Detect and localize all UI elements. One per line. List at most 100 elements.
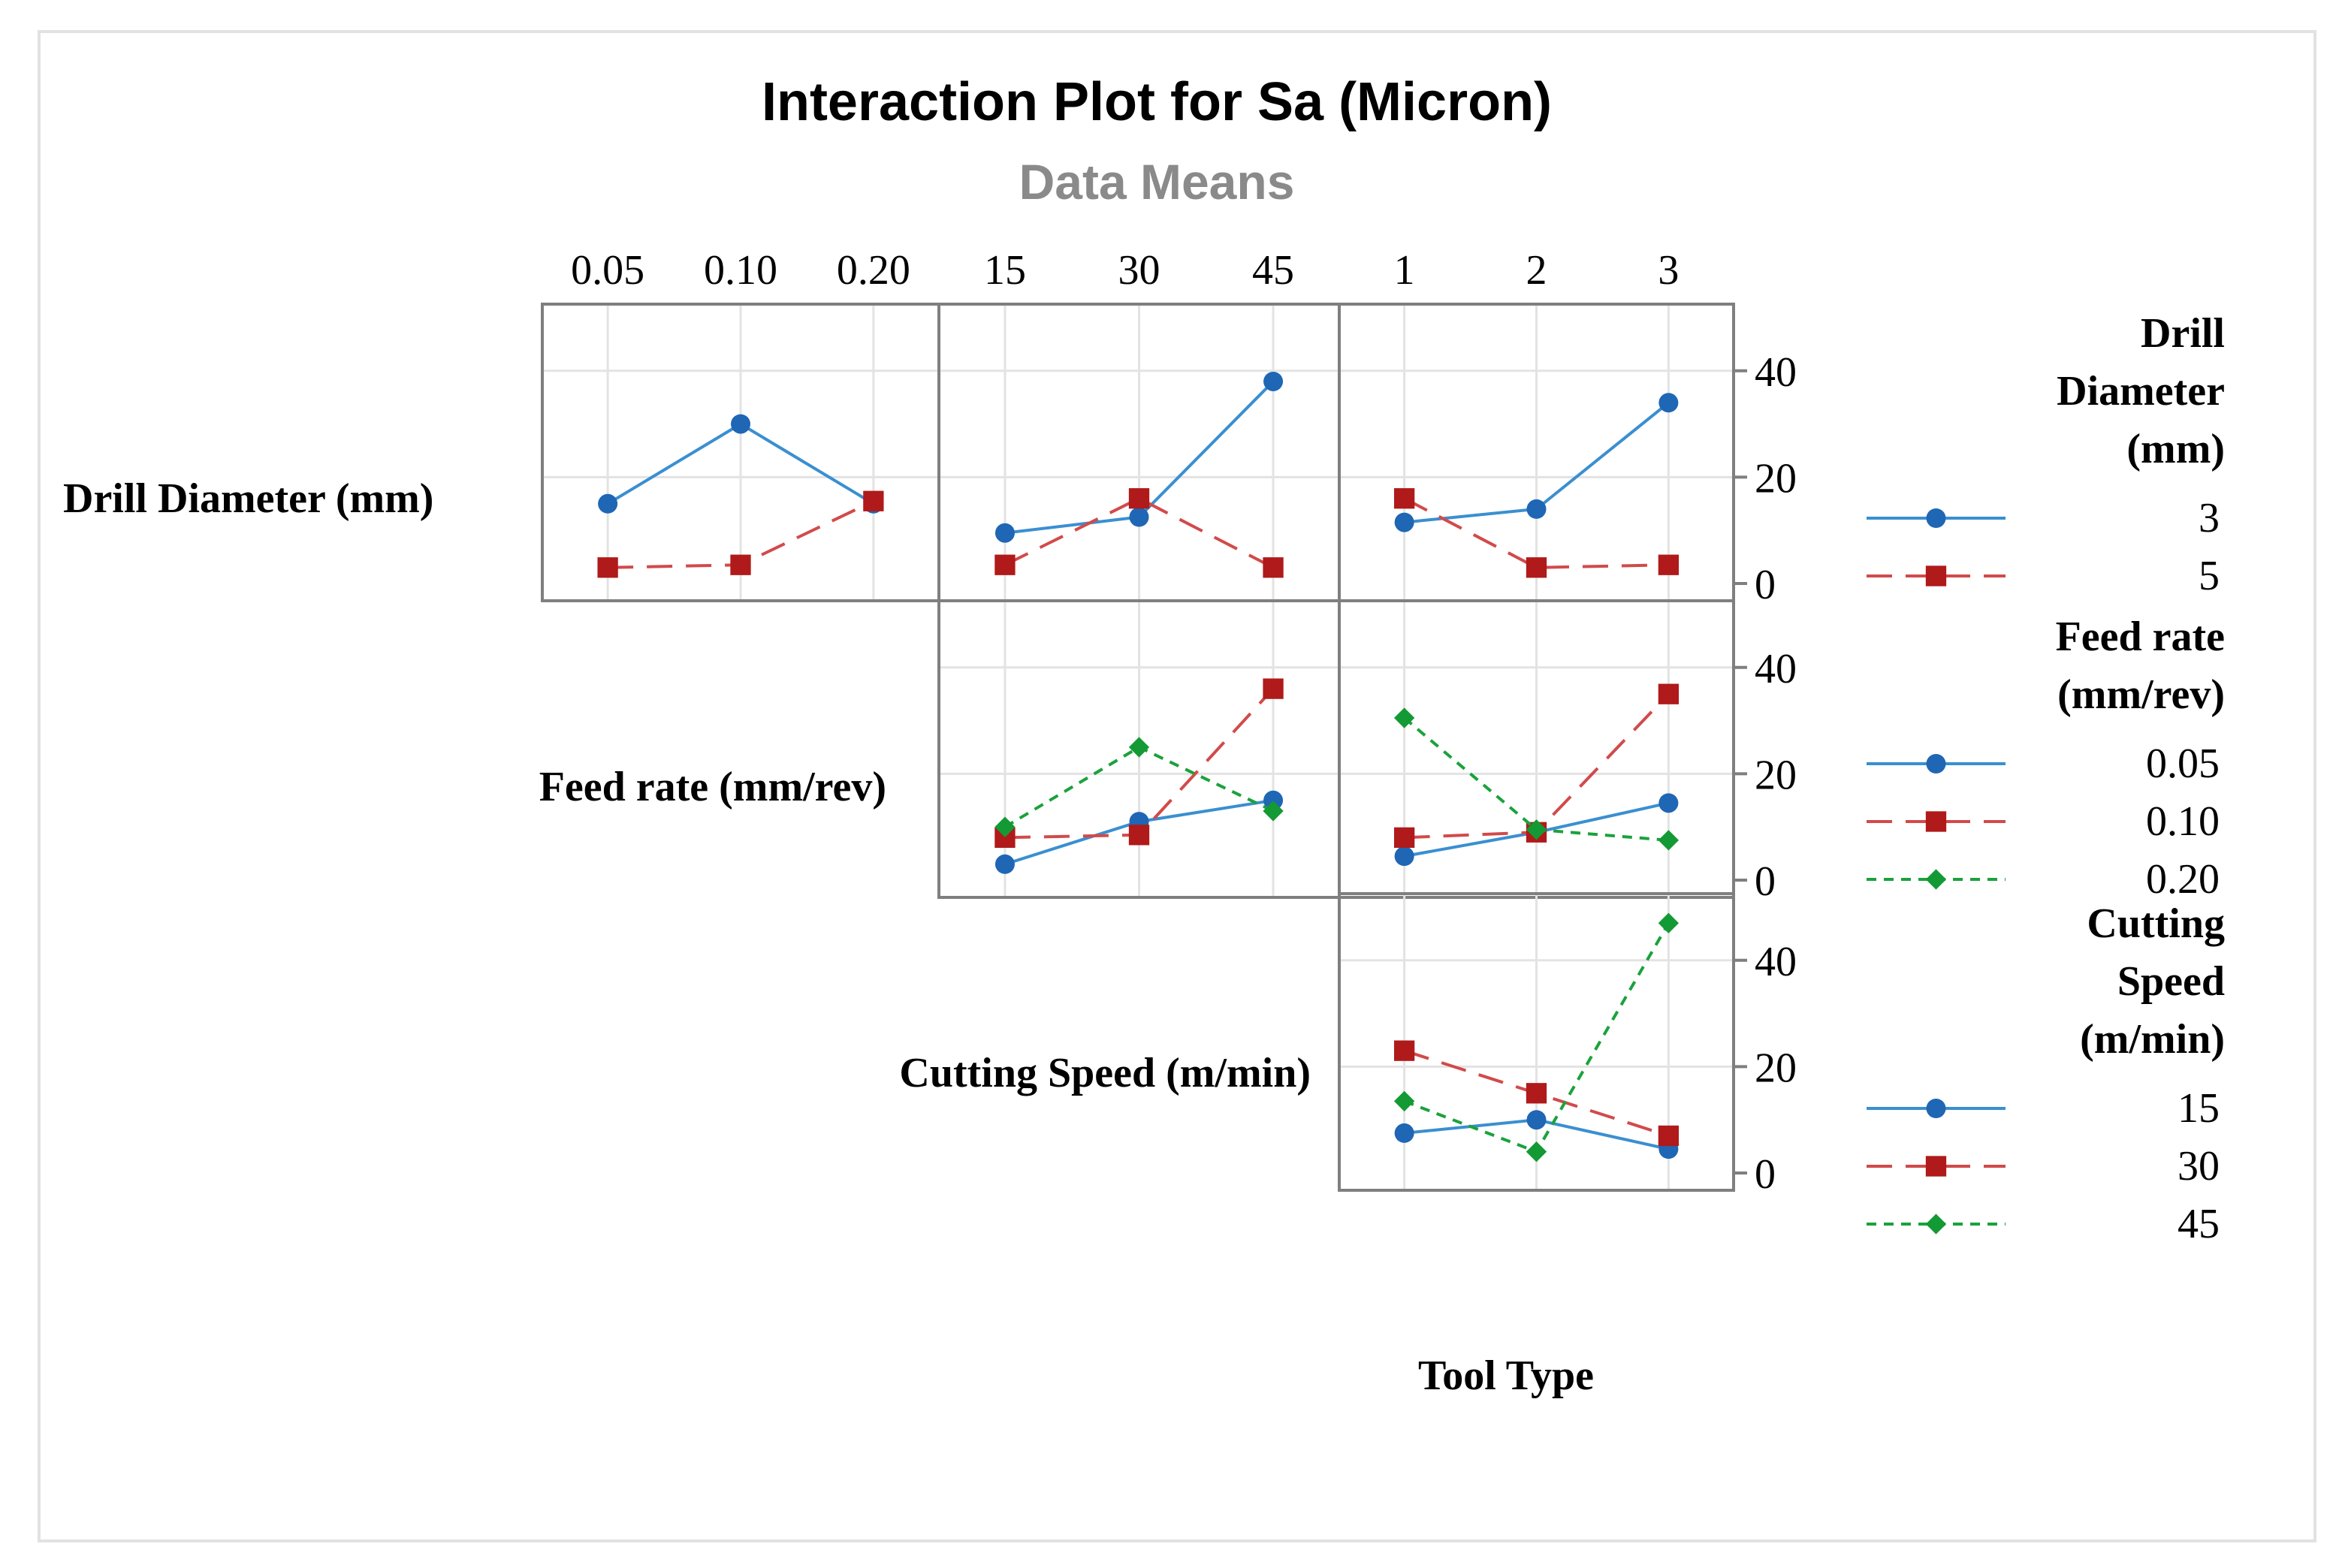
figure-border bbox=[38, 30, 2316, 1542]
point-0.10-1 bbox=[1393, 827, 1415, 849]
point-0.20-1 bbox=[1393, 707, 1415, 728]
legend-title: Feed rate bbox=[2056, 614, 2225, 660]
point-0.10-3 bbox=[1658, 683, 1680, 704]
point-0.05-15 bbox=[994, 854, 1015, 874]
column-tick-label: 15 bbox=[984, 247, 1026, 294]
column-ticks-group: 0.05 0.10 0.20 15 30 45 1 2 3 bbox=[571, 247, 1679, 294]
point-30-1 bbox=[1393, 1040, 1415, 1061]
legend-entry-label: 30 bbox=[2178, 1143, 2220, 1190]
point-45-1 bbox=[1393, 1090, 1415, 1112]
column-tick-label: 45 bbox=[1252, 247, 1294, 294]
legend-marker bbox=[1926, 508, 1946, 528]
legend-marker bbox=[1925, 565, 1947, 586]
point-5-0.05 bbox=[597, 557, 618, 578]
legend-entry-label: 0.20 bbox=[2146, 856, 2220, 903]
point-0.05-45 bbox=[1263, 790, 1284, 810]
column-tick-label: 0.05 bbox=[571, 247, 644, 294]
point-3-0.10 bbox=[731, 414, 750, 434]
y-tick-label: 20 bbox=[1755, 455, 1797, 502]
point-5-2 bbox=[1526, 557, 1547, 578]
point-5-0.10 bbox=[730, 554, 751, 575]
point-0.20-2 bbox=[1526, 819, 1547, 840]
point-30-2 bbox=[1526, 1083, 1547, 1104]
point-5-15 bbox=[994, 554, 1016, 575]
point-5-0.20 bbox=[863, 490, 884, 511]
point-3-15 bbox=[994, 523, 1015, 543]
y-tick-label: 0 bbox=[1755, 562, 1776, 608]
point-3-30 bbox=[1129, 507, 1149, 527]
point-0.20-3 bbox=[1658, 830, 1680, 851]
point-5-3 bbox=[1658, 554, 1680, 575]
legend-group-2: Feed rate (mm/rev) 0.05 0.10 0.20 bbox=[1867, 614, 2225, 903]
legend-entry-label: 3 bbox=[2199, 495, 2220, 541]
chart-subtitle: Data Means bbox=[1019, 154, 1295, 210]
point-45-2 bbox=[1526, 1141, 1547, 1162]
panel-3 bbox=[1338, 303, 1735, 602]
point-3-1 bbox=[1394, 512, 1414, 532]
series-line-5 bbox=[1004, 496, 1274, 569]
legend-title: Speed bbox=[2117, 958, 2225, 1005]
column-tick-label: 0.10 bbox=[704, 247, 777, 294]
legend-group-1: Drill Diameter (mm) 3 5 bbox=[1867, 310, 2225, 599]
point-5-45 bbox=[1263, 557, 1284, 578]
point-5-1 bbox=[1393, 488, 1415, 509]
point-3-45 bbox=[1263, 371, 1284, 391]
legend-marker bbox=[1925, 1156, 1947, 1177]
legend-entry-label: 15 bbox=[2178, 1085, 2220, 1132]
panel-2 bbox=[937, 303, 1341, 602]
chart-title: Interaction Plot for Sa (Micron) bbox=[762, 72, 1552, 132]
point-0.20-15 bbox=[994, 816, 1016, 837]
legend-marker bbox=[1925, 869, 1947, 890]
y-tick-label: 40 bbox=[1755, 939, 1797, 985]
point-15-1 bbox=[1394, 1123, 1414, 1143]
legend-title: (mm/rev) bbox=[2057, 671, 2225, 718]
point-45-3 bbox=[1658, 912, 1680, 933]
point-0.05-1 bbox=[1394, 846, 1414, 867]
y-tick-label: 40 bbox=[1755, 349, 1797, 396]
legend-entry-label: 0.10 bbox=[2146, 798, 2220, 845]
y-tick-label: 20 bbox=[1755, 752, 1797, 798]
legend-title: Diameter bbox=[2057, 368, 2225, 415]
point-3-2 bbox=[1526, 499, 1547, 519]
panels-group bbox=[541, 303, 1735, 1192]
point-3-3 bbox=[1658, 393, 1679, 413]
point-0.05-3 bbox=[1658, 793, 1679, 813]
legend-entry-label: 5 bbox=[2199, 553, 2220, 599]
point-3-0.05 bbox=[598, 493, 618, 514]
column-tick-label: 0.20 bbox=[837, 247, 910, 294]
legend-title: (m/min) bbox=[2080, 1016, 2225, 1063]
y-tick-label: 40 bbox=[1755, 646, 1797, 692]
legend: Drill Diameter (mm) 3 5 Feed rate (mm/rev) 0.05… bbox=[1867, 310, 2225, 1247]
panel-6 bbox=[1338, 892, 1735, 1192]
series-line-5 bbox=[1403, 496, 1669, 569]
point-5-30 bbox=[1128, 488, 1150, 509]
legend-group-3: Cutting Speed (m/min) 15 30 45 bbox=[1867, 900, 2225, 1247]
legend-entry-label: 0.05 bbox=[2146, 740, 2220, 787]
point-0.20-45 bbox=[1263, 801, 1284, 822]
point-0.10-45 bbox=[1263, 678, 1284, 699]
point-0.10-30 bbox=[1128, 825, 1150, 846]
row-label: Cutting Speed (m/min) bbox=[899, 1050, 1311, 1096]
row-label: Feed rate (mm/rev) bbox=[539, 764, 886, 810]
y-tick-label: 0 bbox=[1755, 1151, 1776, 1198]
legend-marker bbox=[1925, 811, 1947, 832]
y-tick-label: 20 bbox=[1755, 1045, 1797, 1091]
x-axis-label: Tool Type bbox=[1418, 1352, 1594, 1399]
legend-marker bbox=[1926, 754, 1946, 773]
row-labels-group: Drill Diameter (mm) Feed rate (mm/rev) Cut… bbox=[63, 475, 1311, 1096]
column-tick-label: 2 bbox=[1526, 247, 1547, 294]
y-ticks-group: 0 20 40 0 20 40 0 20 40 bbox=[1734, 349, 1797, 1198]
point-15-2 bbox=[1526, 1110, 1547, 1130]
legend-entry-label: 45 bbox=[2178, 1201, 2220, 1247]
legend-title: Cutting bbox=[2087, 900, 2225, 947]
column-tick-label: 30 bbox=[1118, 247, 1160, 294]
column-tick-label: 3 bbox=[1658, 247, 1679, 294]
point-0.20-30 bbox=[1128, 737, 1150, 758]
legend-marker bbox=[1926, 1099, 1946, 1118]
point-30-3 bbox=[1658, 1125, 1680, 1147]
legend-title: Drill bbox=[2141, 310, 2225, 357]
legend-title: (mm) bbox=[2126, 426, 2225, 472]
y-tick-label: 0 bbox=[1755, 858, 1776, 905]
legend-marker bbox=[1925, 1214, 1947, 1235]
